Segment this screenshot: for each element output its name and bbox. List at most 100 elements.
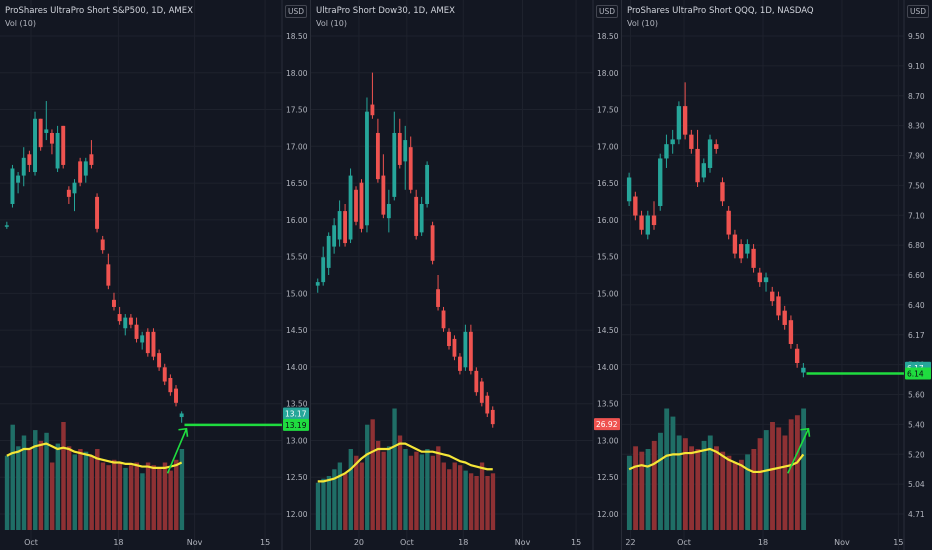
panel-divider[interactable] <box>310 0 311 550</box>
candle-body <box>174 388 178 403</box>
y-tick-label: 17.00 <box>286 142 308 151</box>
candle <box>337 200 342 247</box>
volume-bar <box>425 449 430 530</box>
volume-bar <box>770 422 775 530</box>
candle <box>714 139 719 154</box>
candle-body <box>763 277 769 283</box>
candle <box>117 306 122 325</box>
volume-bar <box>128 465 134 530</box>
candle <box>670 129 675 154</box>
y-tick-label: 15.50 <box>286 253 308 262</box>
candle <box>458 353 462 375</box>
y-tick-label: 16.00 <box>597 216 619 225</box>
candle <box>738 239 744 264</box>
volume-bar <box>370 419 375 530</box>
volume-bar <box>337 462 343 530</box>
y-tick-label: 12.50 <box>597 473 619 482</box>
candle-body <box>441 310 446 329</box>
y-tick-label: 16.50 <box>286 179 308 188</box>
volume-bar <box>682 438 688 530</box>
volume-bar <box>732 462 738 530</box>
volume-bar <box>689 446 695 530</box>
candle <box>664 134 669 168</box>
volume-bar <box>479 462 485 530</box>
candle <box>689 129 694 154</box>
volume-bar <box>162 462 168 530</box>
volume-bar <box>633 446 639 530</box>
x-tick-label: 22 <box>625 538 635 547</box>
candle-body <box>452 338 457 357</box>
volume-bar <box>664 408 670 530</box>
candle-body <box>33 118 37 173</box>
arrow-annotation[interactable] <box>166 427 189 474</box>
y-tick-label: 13.00 <box>286 436 308 445</box>
candle-body <box>44 129 49 133</box>
candle <box>788 315 794 349</box>
candle <box>134 317 139 343</box>
candle <box>639 210 644 235</box>
volume-bar <box>55 443 61 530</box>
candle <box>44 101 49 141</box>
y-tick-label: 6.17 <box>908 331 925 340</box>
volume-bar <box>100 462 106 530</box>
volume-bar <box>78 449 83 530</box>
panel-divider[interactable] <box>621 0 622 550</box>
volume-bar <box>397 435 403 530</box>
candle <box>100 235 105 254</box>
candle-body <box>682 106 688 135</box>
candle <box>359 179 364 233</box>
candle <box>365 97 369 233</box>
candle <box>626 172 632 207</box>
candle <box>757 267 762 287</box>
volume-bar <box>419 454 425 530</box>
chart-panel-sdow[interactable]: 18.50 18.00 17.50 17.00 16.50 16.00 15.50 15.00… <box>311 0 621 550</box>
y-tick-label: 18.00 <box>286 69 308 78</box>
candle <box>21 147 26 187</box>
candle <box>140 331 145 350</box>
y-tick-label: 7.90 <box>908 152 925 161</box>
candle <box>27 150 32 173</box>
candle-body <box>140 335 145 343</box>
volume-bar <box>695 449 701 530</box>
candle-body <box>738 244 744 259</box>
candle-body <box>651 215 657 226</box>
currency-badge[interactable]: USD <box>907 5 930 18</box>
chart-panel-sqqq[interactable]: 9.50 9.10 8.70 8.30 7.90 7.50 7.10 6.80 6.60 6.40… <box>622 0 932 550</box>
last-price-label: 13.17 <box>285 409 307 418</box>
volume-bar <box>720 451 726 530</box>
candle <box>682 82 688 140</box>
candle <box>651 201 657 230</box>
y-tick-label: 13.50 <box>597 400 619 409</box>
x-tick-label: 15 <box>893 538 903 547</box>
candle-body <box>403 140 408 162</box>
currency-badge[interactable]: USD <box>285 5 308 18</box>
candle <box>474 367 479 396</box>
candle-body <box>365 111 369 226</box>
arrow-annotation[interactable] <box>787 427 811 474</box>
candle-body <box>782 310 787 325</box>
candle <box>49 129 54 155</box>
candle <box>123 314 128 336</box>
volume-ma-line <box>628 447 805 474</box>
candle <box>61 125 66 169</box>
x-tick-label: 18 <box>458 538 468 547</box>
volume-bar <box>359 462 364 530</box>
x-tick-label: 18 <box>758 538 768 547</box>
y-tick-label: 18.00 <box>597 69 619 78</box>
x-tick-label: 15 <box>260 538 270 547</box>
candle-body <box>370 104 375 116</box>
volume-bar <box>386 446 392 530</box>
volume-bar <box>751 449 757 530</box>
volume-bar <box>145 462 151 530</box>
candle <box>16 172 21 194</box>
volume-ma-line <box>317 442 493 483</box>
candle <box>447 328 451 350</box>
chart-panel-sqqq-spxu[interactable]: 18.50 18.00 17.50 17.00 16.50 16.00 15.50 15.00… <box>0 0 310 550</box>
candle <box>78 157 83 187</box>
x-tick-label: 18 <box>113 538 123 547</box>
candle-body <box>776 296 781 316</box>
currency-badge[interactable]: USD <box>596 5 619 18</box>
candle-body <box>770 291 775 302</box>
volume-bar <box>639 451 645 530</box>
candle <box>95 193 100 233</box>
